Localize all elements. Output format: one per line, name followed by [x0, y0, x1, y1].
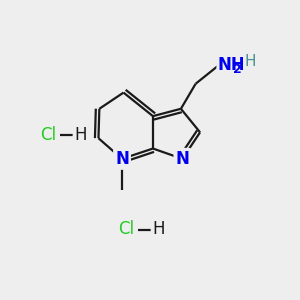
Text: N: N	[115, 150, 129, 168]
Text: NH: NH	[218, 56, 245, 74]
Text: 2: 2	[233, 63, 242, 76]
Text: H: H	[74, 126, 86, 144]
Text: Cl: Cl	[118, 220, 134, 238]
Text: N: N	[176, 150, 189, 168]
Text: H: H	[244, 54, 256, 69]
Text: Cl: Cl	[40, 126, 56, 144]
Text: H: H	[152, 220, 164, 238]
